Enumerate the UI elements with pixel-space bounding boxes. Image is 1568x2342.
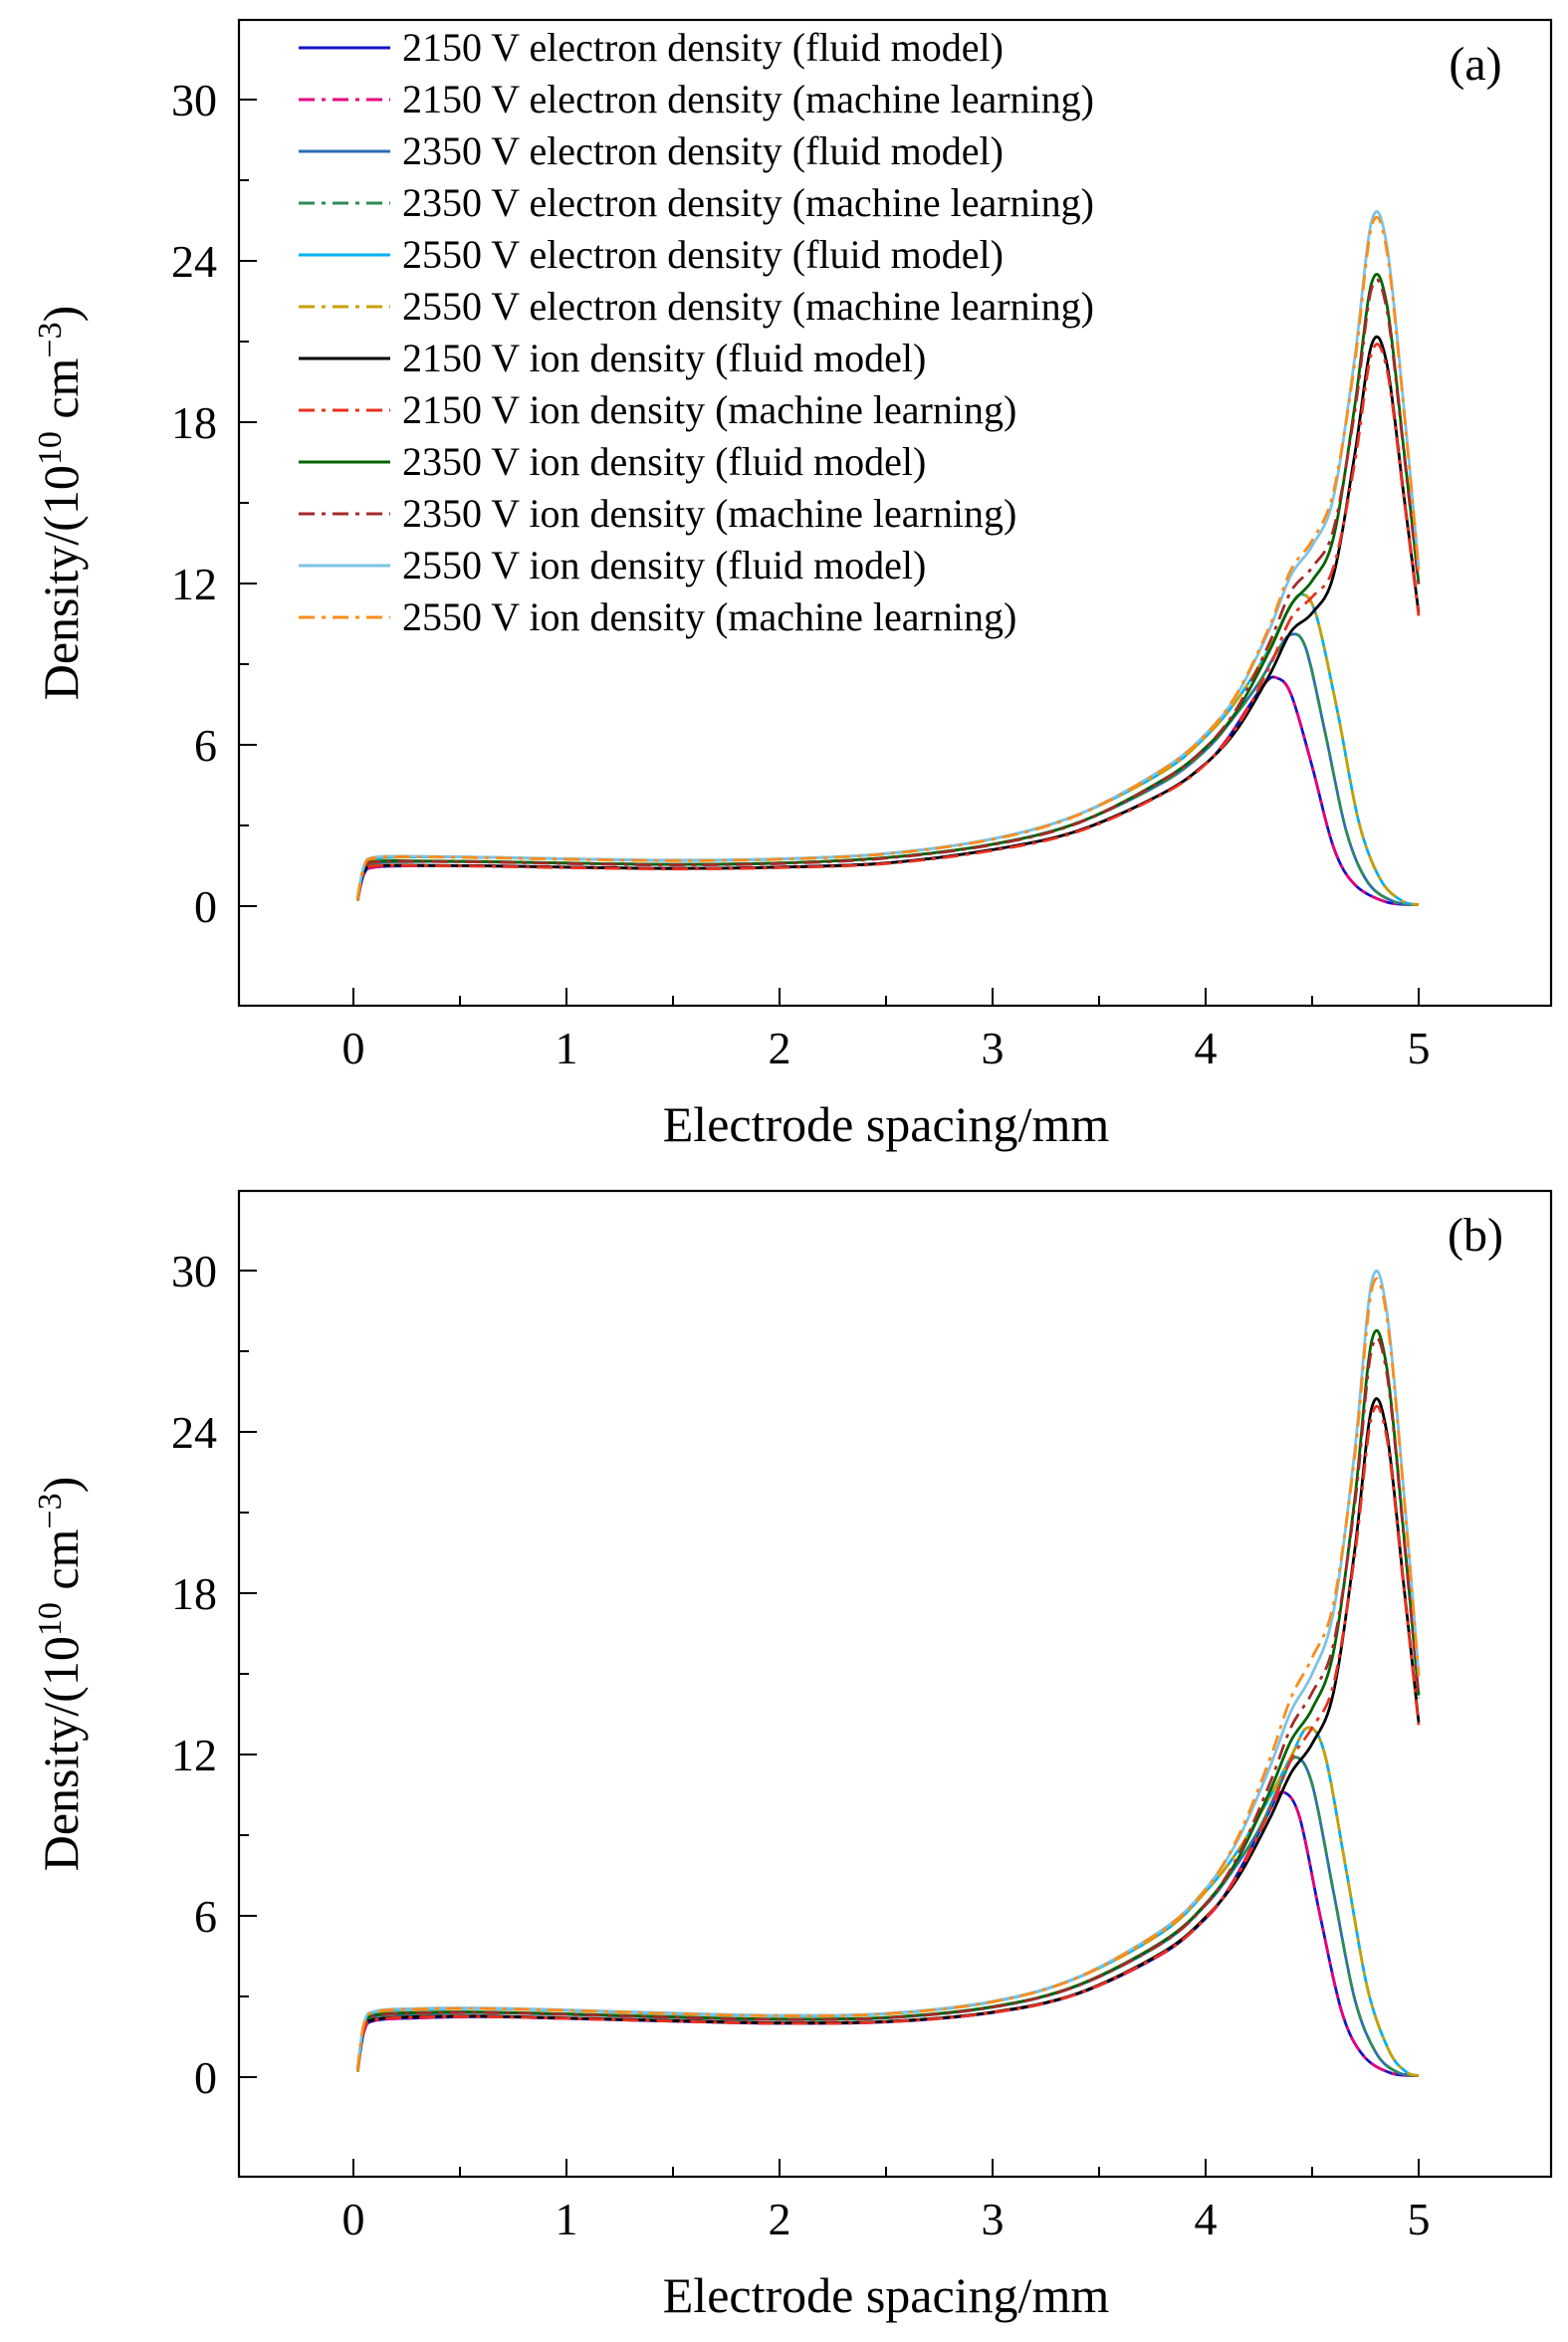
legend-item: 2350 V electron density (machine learnin… [299,180,1094,225]
legend-label: 2550 V ion density (machine learning) [402,594,1016,639]
curve-e2350_fluid [355,1756,1420,2077]
y-tick-label: 24 [171,1407,217,1458]
legend-item: 2550 V ion density (machine learning) [299,594,1016,639]
legend-label: 2150 V electron density (fluid model) [402,25,1004,70]
series-group [355,210,1421,906]
x-axis-title-b: Electrode spacing/mm [663,2267,1110,2323]
legend-item: 2550 V electron density (machine learnin… [299,284,1094,329]
legend-label: 2350 V ion density (fluid model) [402,439,926,484]
x-tick-label: 2 [769,1023,791,1073]
y-tick-label: 24 [171,236,217,287]
curve-i2150_ml [355,1404,1421,2070]
curve-i2550_ml [355,1277,1421,2070]
curve-i2350_ml [355,1336,1421,2070]
curve-e2150_fluid [355,675,1420,906]
x-tick-label: 2 [769,2194,791,2244]
legend-item: 2150 V ion density (machine learning) [299,387,1016,432]
legend-label: 2550 V ion density (fluid model) [402,543,926,587]
x-tick-label: 4 [1195,2194,1218,2244]
y-tick-label: 6 [194,720,217,771]
curve-e2550_fluid [355,1726,1420,2077]
curve-i2350_ml [355,278,1421,899]
x-tick-label: 5 [1408,1023,1431,1073]
curve-e2150_ml [355,675,1420,906]
curve-i2350_fluid [355,1328,1421,2070]
y-tick-label: 12 [171,559,217,609]
legend-item: 2350 V ion density (machine learning) [299,491,1016,536]
x-tick-label: 5 [1408,2194,1431,2244]
legend-label: 2550 V electron density (fluid model) [402,232,1004,277]
y-tick-label: 0 [194,2052,217,2103]
y-tick-label: 0 [194,881,217,932]
x-tick-label: 4 [1195,1023,1218,1073]
legend: 2150 V electron density (fluid model) 215… [299,25,1094,639]
curve-e2350_ml [355,1756,1420,2077]
legend-item: 2550 V electron density (fluid model) [299,232,1004,277]
panel-label-a: (a) [1449,38,1501,91]
y-tick-label: 30 [171,1246,217,1296]
y-tick-label: 12 [171,1730,217,1780]
legend-label: 2150 V ion density (fluid model) [402,336,926,380]
y-tick-label: 18 [171,397,217,448]
legend-item: 2150 V ion density (fluid model) [299,336,926,380]
x-tick-label: 1 [556,1023,578,1073]
legend-item: 2150 V electron density (machine learnin… [299,77,1094,121]
curve-e2150_fluid [355,1790,1420,2077]
plot-frame [237,1189,1553,2179]
series-group [355,1269,1421,2077]
x-tick-label: 1 [556,2194,578,2244]
panel-label-b: (b) [1448,1209,1503,1262]
legend-label: 2150 V ion density (machine learning) [402,387,1016,432]
legend-item: 2550 V ion density (fluid model) [299,543,926,587]
legend-item: 2350 V ion density (fluid model) [299,439,926,484]
x-tick-label: 0 [342,1023,365,1073]
curve-e2150_ml [355,1790,1420,2077]
legend-label: 2150 V electron density (machine learnin… [402,77,1094,121]
x-axis-title-a: Electrode spacing/mm [663,1096,1110,1152]
legend-label: 2350 V ion density (machine learning) [402,491,1016,536]
curve-i2550_fluid [355,1269,1421,2070]
plot-frame [237,18,1553,1008]
curve-i2550_ml [355,215,1421,899]
legend-label: 2350 V electron density (fluid model) [402,128,1004,173]
legend-item: 2350 V electron density (fluid model) [299,128,1004,173]
curve-i2150_fluid [355,1397,1421,2070]
y-axis-title-b: Density/(1010 cm−3) [32,1477,89,1872]
x-tick-label: 3 [982,2194,1005,2244]
y-tick-label: 30 [171,75,217,125]
y-tick-label: 18 [171,1568,217,1619]
curve-e2550_ml [355,1726,1420,2077]
x-tick-label: 0 [342,2194,365,2244]
legend-item: 2150 V electron density (fluid model) [299,25,1004,70]
x-tick-label: 3 [982,1023,1005,1073]
legend-label: 2550 V electron density (machine learnin… [402,284,1094,329]
y-axis-title-a: Density/(1010 cm−3) [32,306,89,701]
curve-e2550_ml [355,592,1420,906]
y-tick-label: 6 [194,1891,217,1942]
curve-i2150_ml [355,343,1421,899]
legend-label: 2350 V electron density (machine learnin… [402,180,1094,225]
